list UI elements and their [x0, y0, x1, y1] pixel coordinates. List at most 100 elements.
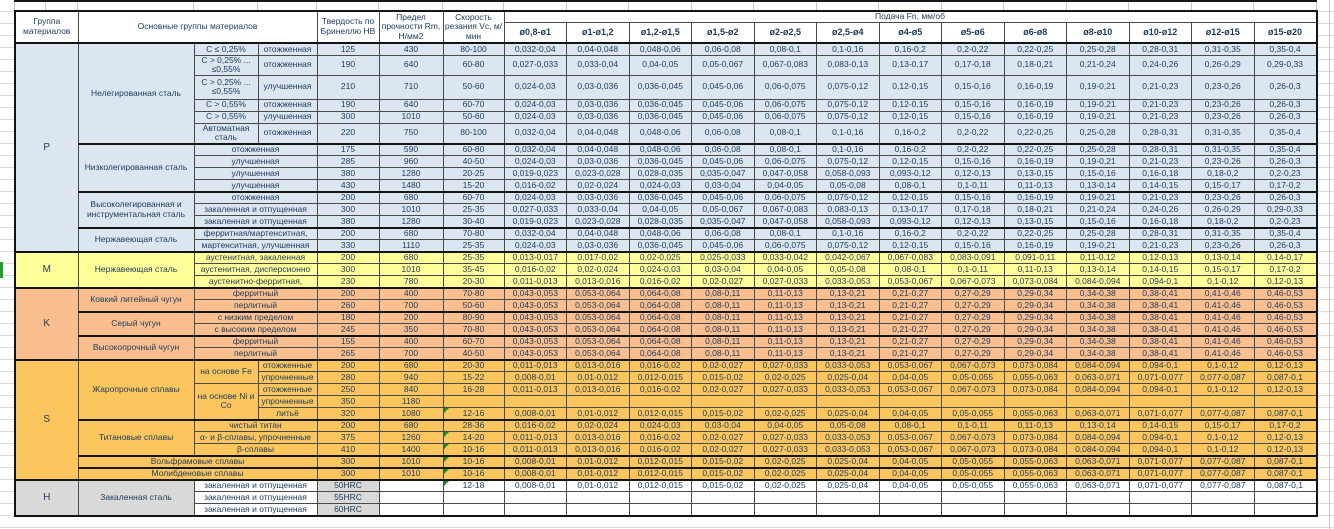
diameter-header-11[interactable]: ø10-ø12	[1128, 21, 1192, 44]
cell[interactable]: 265	[316, 347, 380, 361]
cell[interactable]: чистый титан	[193, 418, 318, 433]
cell[interactable]: 0,1-0,12	[1191, 358, 1255, 373]
cell[interactable]: 0,21-0,24	[1066, 203, 1130, 217]
cell[interactable]: 0,019-0,023	[503, 167, 567, 181]
cell[interactable]: 0,21-0,23	[1128, 110, 1192, 124]
cell[interactable]: 0,053-0,064	[566, 323, 630, 337]
cell[interactable]: 0,34-0,38	[1066, 299, 1130, 313]
cell[interactable]: 0,06-0,08	[691, 42, 755, 56]
cell[interactable]: 0,067-0,083	[753, 203, 817, 217]
cell[interactable]: 0,08-0,11	[691, 347, 755, 361]
cell[interactable]: 0,26-0,29	[1191, 203, 1255, 217]
cell[interactable]: 0,045-0,06	[691, 190, 755, 205]
cell[interactable]: 0,036-0,045	[628, 190, 692, 205]
cell[interactable]: 680	[378, 226, 444, 241]
cell[interactable]: 780	[378, 275, 444, 289]
cell[interactable]: 750	[378, 122, 444, 145]
cell[interactable]: 0,17-0,18	[941, 203, 1005, 217]
cell[interactable]: 0,04-0,05	[628, 203, 692, 217]
cell[interactable]	[1253, 491, 1317, 505]
cell[interactable]: 0,04-0,048	[566, 142, 630, 157]
cell[interactable]: 0,08-0,11	[691, 310, 755, 325]
cell[interactable]: 0,013-0,017	[503, 250, 567, 265]
cell[interactable]: 250	[316, 383, 380, 397]
cell[interactable]: Нелегированная сталь	[77, 42, 195, 145]
cell[interactable]: 0,063-0,071	[1066, 454, 1130, 469]
cell[interactable]: 0,067-0,083	[753, 54, 817, 76]
cell[interactable]: 0,02-0,027	[691, 358, 755, 373]
cell[interactable]	[691, 503, 755, 517]
cell[interactable]: 0,011-0,013	[503, 358, 567, 373]
cell[interactable]: 0,15-0,16	[941, 239, 1005, 253]
cell[interactable]: 0,14-0,15	[1128, 418, 1192, 433]
cell[interactable]: 680	[378, 418, 444, 433]
cell[interactable]: 0,032-0,04	[503, 42, 567, 56]
cell[interactable]: 0,23-0,26	[1191, 239, 1255, 253]
cell[interactable]: 20-30	[442, 275, 505, 289]
cell[interactable]: 25-35	[442, 203, 505, 217]
cell[interactable]: 0,38-0,41	[1128, 299, 1192, 313]
cell[interactable]: 400	[378, 286, 444, 301]
cell[interactable]: Жаропрочные сплавы	[77, 358, 195, 421]
cell[interactable]: 0,21-0,27	[878, 334, 942, 349]
cell[interactable]: 0,28-0,31	[1128, 142, 1192, 157]
cell[interactable]: 0,16-0,18	[1128, 167, 1192, 181]
cell[interactable]: 0,087-0,1	[1253, 454, 1317, 469]
cell[interactable]: 0,017-0,02	[566, 250, 630, 265]
cell[interactable]: 0,053-0,064	[566, 299, 630, 313]
cell[interactable]: 0,04-0,05	[878, 466, 942, 481]
cell[interactable]: 0,071-0,077	[1128, 466, 1192, 481]
cell[interactable]: 300	[316, 454, 380, 469]
cell[interactable]: 0,071-0,077	[1128, 371, 1192, 385]
cell[interactable]: 0,03-0,036	[566, 98, 630, 112]
cell[interactable]: 0,05-0,055	[941, 466, 1005, 481]
cell[interactable]: 0,15-0,16	[941, 190, 1005, 205]
cell[interactable]: 0,012-0,015	[628, 478, 692, 493]
cell[interactable]: 0,03-0,04	[691, 179, 755, 193]
cell[interactable]: 0,06-0,075	[753, 190, 817, 205]
cell[interactable]: 0,084-0,094	[1066, 431, 1130, 445]
cell[interactable]	[816, 491, 880, 505]
cell[interactable]: литьё	[257, 407, 318, 421]
cell[interactable]: 0,053-0,067	[878, 431, 942, 445]
cell[interactable]: 0,013-0,016	[566, 358, 630, 373]
cell[interactable]: 0,02-0,024	[566, 418, 630, 433]
cell[interactable]: отожженные	[257, 358, 318, 373]
cell[interactable]: 0,11-0,13	[753, 286, 817, 301]
cell[interactable]	[1253, 395, 1317, 409]
cell[interactable]: 0,19-0,21	[1066, 155, 1130, 169]
cell[interactable]: 20-30	[442, 358, 505, 373]
cell[interactable]: 0,067-0,073	[941, 431, 1005, 445]
cell[interactable]: 0,063-0,071	[1066, 407, 1130, 421]
cell[interactable]: упрочненные	[257, 395, 318, 409]
cell[interactable]: 0,084-0,094	[1066, 275, 1130, 289]
cell[interactable]: 0,048-0,06	[628, 142, 692, 157]
cell[interactable]: 0,063-0,071	[1066, 478, 1130, 493]
cell[interactable]: 0,35-0,4	[1253, 122, 1317, 145]
cell[interactable]: 0,24-0,26	[1128, 54, 1192, 76]
cell[interactable]: Автоматная сталь	[193, 122, 259, 145]
cell[interactable]: 0,025-0,04	[816, 407, 880, 421]
cell[interactable]: 380	[316, 167, 380, 181]
cell[interactable]: 0,012-0,015	[628, 371, 692, 385]
cell[interactable]	[753, 503, 817, 517]
cell[interactable]: 0,05-0,055	[941, 371, 1005, 385]
cell[interactable]: M	[14, 250, 79, 289]
cell[interactable]: 0,027-0,033	[753, 431, 817, 445]
cell[interactable]: 0,17-0,2	[1253, 263, 1317, 277]
cell[interactable]	[878, 503, 942, 517]
cell[interactable]: 0,28-0,31	[1128, 226, 1192, 241]
cell[interactable]: 0,11-0,13	[753, 299, 817, 313]
cell[interactable]: 0,46-0,53	[1253, 323, 1317, 337]
cell[interactable]: 0,02-0,027	[691, 431, 755, 445]
cell[interactable]: 0,033-0,053	[816, 383, 880, 397]
cell[interactable]: 0,34-0,38	[1066, 310, 1130, 325]
cell[interactable]: 0,13-0,21	[816, 299, 880, 313]
cell[interactable]: 0,093-0,12	[878, 167, 942, 181]
cell[interactable]: 0,04-0,05	[878, 454, 942, 469]
cell[interactable]: 0,067-0,083	[878, 250, 942, 265]
cell[interactable]: 0,045-0,06	[691, 239, 755, 253]
cell[interactable]: отожженные	[257, 383, 318, 397]
cell[interactable]: 0,05-0,055	[941, 454, 1005, 469]
cell[interactable]: 0,05-0,08	[816, 418, 880, 433]
